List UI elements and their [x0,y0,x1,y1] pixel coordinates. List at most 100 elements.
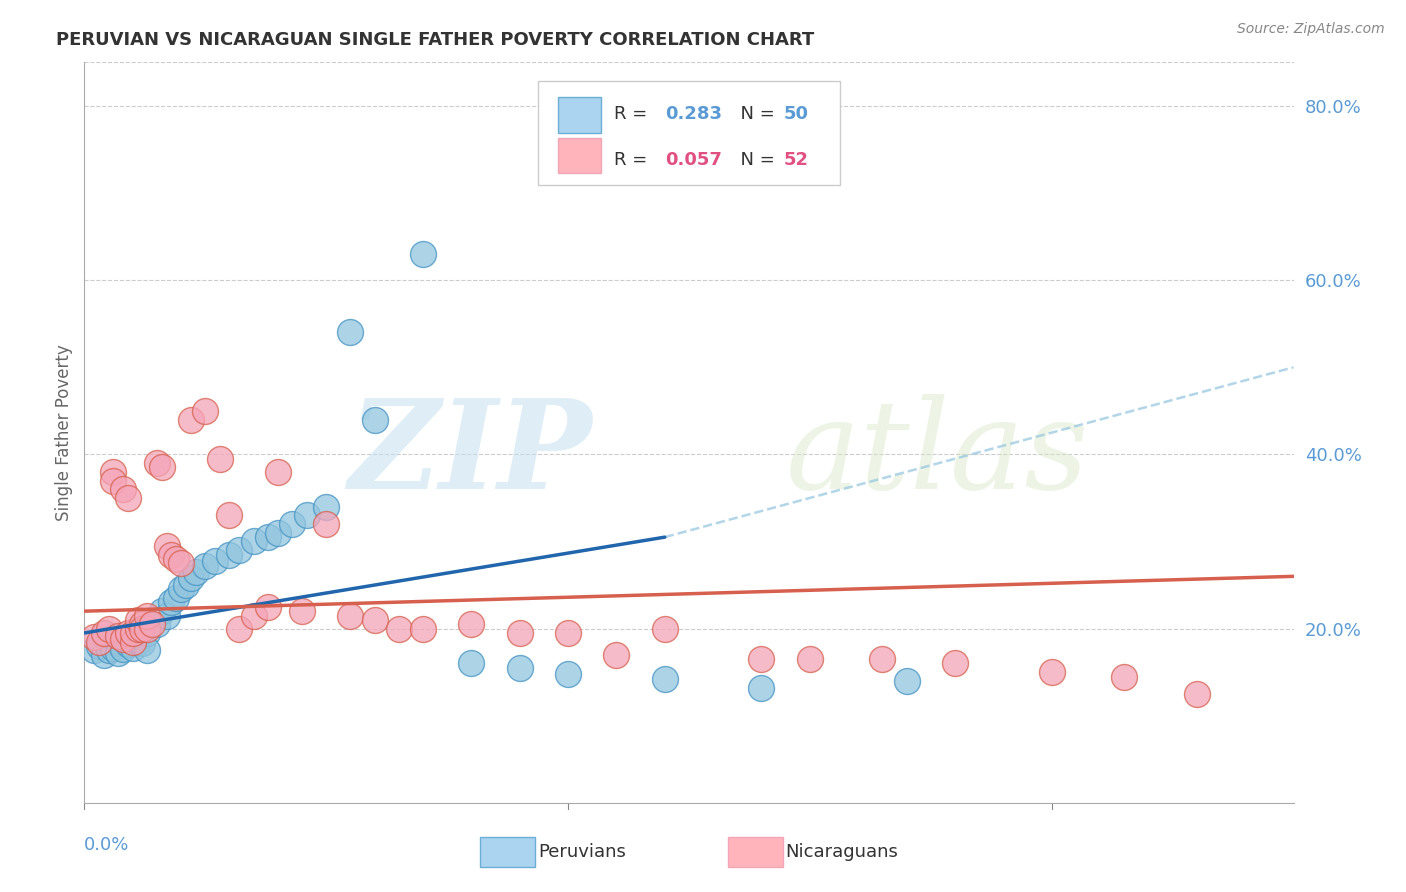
Point [97,622,120,636]
Point [160,548,183,562]
Point [117,637,139,651]
Point [194,558,217,573]
Point [127,626,149,640]
Text: 0.0%: 0.0% [84,836,129,855]
Point [180,412,202,426]
Text: 52: 52 [783,151,808,169]
Point [160,595,183,609]
Point [150,460,173,475]
Point [107,629,129,643]
Point [93,648,115,662]
Point [557,626,579,640]
Text: R =: R = [614,105,652,123]
Point [799,652,821,666]
Point [557,666,579,681]
Point [97,643,120,657]
Point [267,465,290,479]
Point [509,661,531,675]
Point [136,622,159,636]
Point [121,640,143,655]
Y-axis label: Single Father Poverty: Single Father Poverty [55,344,73,521]
Point [281,517,304,532]
Text: PERUVIAN VS NICARAGUAN SINGLE FATHER POVERTY CORRELATION CHART: PERUVIAN VS NICARAGUAN SINGLE FATHER POV… [56,31,814,49]
Text: 0.057: 0.057 [665,151,721,169]
Text: ZIP: ZIP [349,394,592,516]
Point [460,657,482,671]
Point [242,534,264,549]
Point [150,604,173,618]
Point [295,508,318,523]
Point [146,456,169,470]
FancyBboxPatch shape [538,81,841,185]
Point [170,582,193,597]
Point [184,565,207,579]
Point [218,508,240,523]
Point [943,657,966,671]
Point [654,672,676,686]
FancyBboxPatch shape [558,138,600,173]
Point [165,552,187,566]
Text: N =: N = [728,151,780,169]
Point [103,474,125,488]
Point [339,326,361,340]
Point [363,412,385,426]
Point [339,608,361,623]
Point [267,525,290,540]
Point [141,613,163,627]
Point [121,634,143,648]
Text: Nicaraguans: Nicaraguans [786,844,898,862]
FancyBboxPatch shape [558,97,600,133]
Point [97,634,120,648]
Point [112,482,135,496]
Point [131,636,153,650]
Point [751,681,773,695]
FancyBboxPatch shape [728,837,783,867]
Point [242,608,264,623]
FancyBboxPatch shape [479,837,536,867]
Point [93,626,115,640]
Point [509,626,531,640]
Point [146,617,169,632]
Point [228,622,250,636]
Point [180,571,202,585]
Text: 0.283: 0.283 [665,105,721,123]
Point [412,247,434,261]
Point [103,465,125,479]
Point [291,604,314,618]
Text: N =: N = [728,105,780,123]
Point [315,500,337,514]
Point [460,617,482,632]
Point [1114,669,1136,683]
Point [1185,687,1208,701]
Point [131,622,153,636]
Point [654,622,676,636]
Point [257,530,280,544]
Point [136,626,159,640]
Point [127,622,149,636]
Point [87,634,110,648]
Point [1040,665,1063,680]
Text: 50: 50 [783,105,808,123]
Point [315,517,337,532]
Point [412,622,434,636]
Point [131,617,153,632]
Point [208,451,231,466]
Point [388,622,411,636]
Point [127,634,149,648]
Point [83,643,105,657]
Point [107,636,129,650]
Point [155,608,177,623]
Point [121,626,143,640]
Point [165,591,187,606]
Point [204,554,226,568]
Point [112,632,135,646]
Point [228,543,250,558]
Point [174,578,197,592]
Text: Peruvians: Peruvians [538,844,626,862]
Point [117,626,139,640]
Point [136,608,159,623]
Point [155,539,177,553]
Text: atlas: atlas [786,394,1090,516]
Point [121,632,143,646]
Point [83,630,105,644]
